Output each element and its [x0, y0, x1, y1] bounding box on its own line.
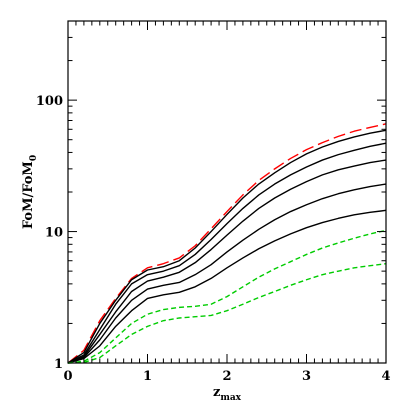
series-group: [67, 123, 387, 364]
y-axis-label: FoM/FoM0: [21, 155, 39, 229]
series-line-3: [67, 142, 387, 364]
y-tick-label: 10: [45, 226, 63, 241]
series-line-4: [67, 159, 387, 364]
x-tick-label: 0: [63, 369, 72, 384]
series-line-7: [67, 229, 387, 364]
y-tick-label: 1: [54, 357, 63, 372]
ticks-group: [67, 20, 387, 364]
x-axis-label: zmax: [213, 385, 242, 403]
series-line-6: [67, 209, 387, 364]
y-axis-label-sub: 0: [29, 155, 39, 161]
series-line-5: [67, 183, 387, 364]
series-line-1: [67, 123, 387, 364]
x-axis-label-sub: max: [220, 393, 241, 403]
series-line-2: [67, 129, 387, 364]
x-tick-label: 3: [302, 369, 311, 384]
x-tick-label: 4: [381, 369, 390, 384]
x-tick-label: 2: [222, 369, 231, 384]
x-tick-label: 1: [143, 369, 152, 384]
y-tick-label: 100: [36, 94, 63, 109]
series-line-8: [67, 262, 387, 364]
y-axis-label-main: FoM/FoM: [21, 161, 36, 229]
x-axis-label-main: z: [213, 385, 220, 400]
